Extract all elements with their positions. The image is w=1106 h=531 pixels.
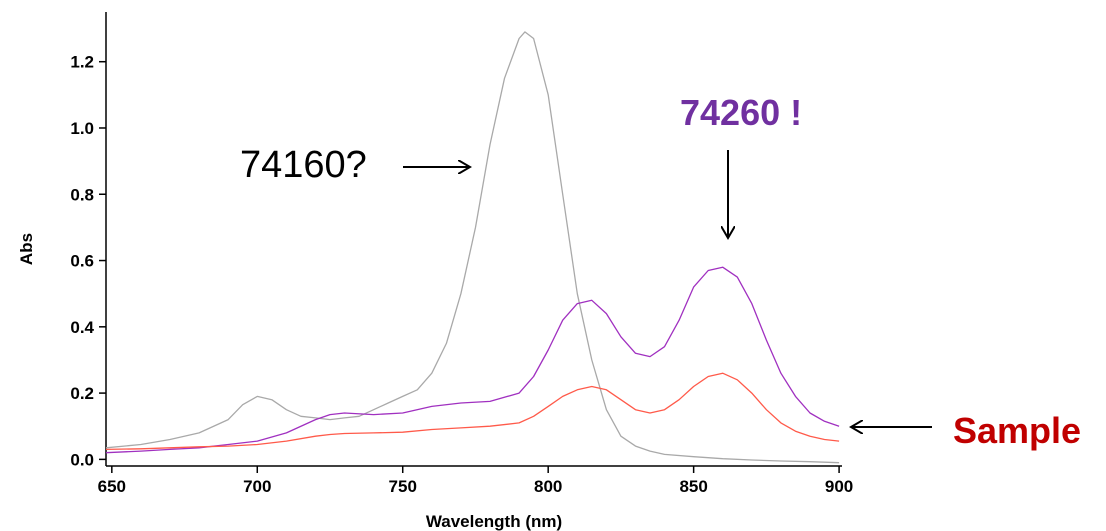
annotation-74260: 74260 ! bbox=[680, 92, 803, 133]
series-layer bbox=[105, 31, 840, 464]
series-line-2 bbox=[105, 266, 840, 454]
y-tick-label: 0.0 bbox=[70, 450, 94, 469]
x-tick-label: 750 bbox=[389, 477, 417, 496]
y-tick-label: 0.8 bbox=[70, 185, 94, 204]
x-tick-label: 800 bbox=[534, 477, 562, 496]
x-tick-label: 850 bbox=[679, 477, 707, 496]
series-line-3 bbox=[105, 372, 840, 451]
y-tick-label: 1.0 bbox=[70, 119, 94, 138]
annotation-sample: Sample bbox=[953, 410, 1082, 451]
annotation-74160: 74160? bbox=[240, 144, 367, 186]
y-tick-label: 1.2 bbox=[70, 53, 94, 72]
y-axis-title: Abs bbox=[17, 233, 36, 265]
y-tick-label: 0.4 bbox=[70, 318, 94, 337]
x-tick-label: 650 bbox=[98, 477, 126, 496]
axes: 650 700 750 800 850 900 0.0 0.2 0.4 0.6 0.8 1.0 1.2 W… bbox=[17, 12, 853, 531]
y-tick-label: 0.6 bbox=[70, 252, 94, 271]
series-line-1 bbox=[105, 31, 840, 464]
y-tick-label: 0.2 bbox=[70, 384, 94, 403]
x-axis-title: Wavelength (nm) bbox=[426, 512, 562, 531]
annotation-arrows bbox=[403, 150, 932, 427]
x-tick-label: 900 bbox=[825, 477, 853, 496]
x-tick-label: 700 bbox=[243, 477, 271, 496]
